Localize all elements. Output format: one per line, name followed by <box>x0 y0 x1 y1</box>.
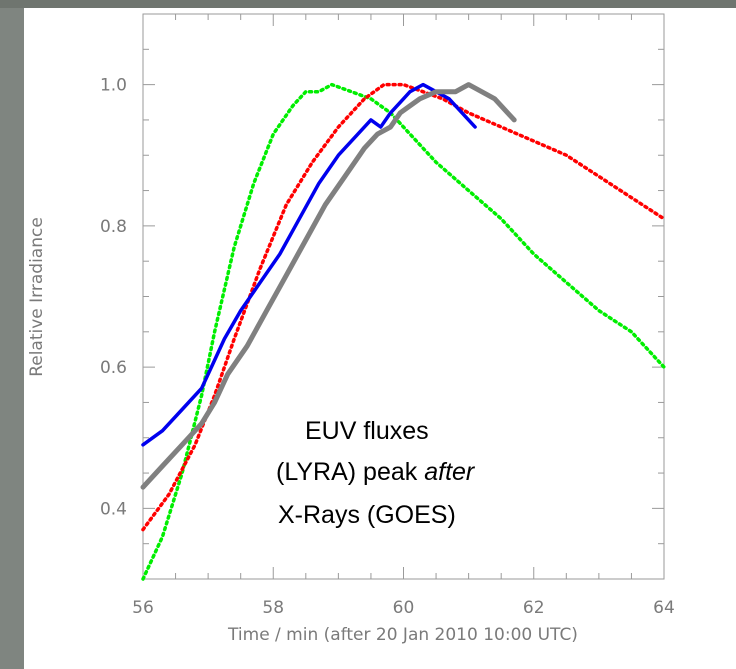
x-tick-label: 58 <box>262 598 284 618</box>
series-line-2 <box>141 82 477 447</box>
y-axis-title: Relative Irradiance <box>27 217 47 377</box>
series-line-3 <box>140 82 517 490</box>
x-axis-title: Time / min (after 20 Jan 2010 10:00 UTC) <box>227 625 578 645</box>
annotation-italic-word: after <box>424 458 476 486</box>
y-tick-label: 1.0 <box>100 76 127 96</box>
frame-top-border <box>0 0 736 8</box>
y-tick-label: 0.6 <box>100 358 127 378</box>
x-tick-label: 64 <box>653 598 675 618</box>
series-line-0 <box>141 82 666 581</box>
tick-labels: 56 58 60 62 64 0.4 0.6 0.8 1.0 <box>100 76 675 618</box>
annotation-line-2-text: (LYRA) peak <box>276 458 424 486</box>
x-tick-label: 60 <box>393 598 415 618</box>
annotation-line-1: EUV fluxes <box>305 417 429 445</box>
series-line-1 <box>141 82 666 532</box>
annotation-line-2: (LYRA) peak after <box>276 458 476 486</box>
y-tick-label: 0.8 <box>100 217 127 237</box>
series-layer <box>140 82 666 581</box>
annotation: EUV fluxes (LYRA) peak after X-Rays (GOE… <box>276 417 476 529</box>
annotation-line-3: X-Rays (GOES) <box>278 501 456 529</box>
y-tick-label: 0.4 <box>100 499 127 519</box>
x-tick-label: 56 <box>132 598 154 618</box>
x-tick-label: 62 <box>523 598 545 618</box>
